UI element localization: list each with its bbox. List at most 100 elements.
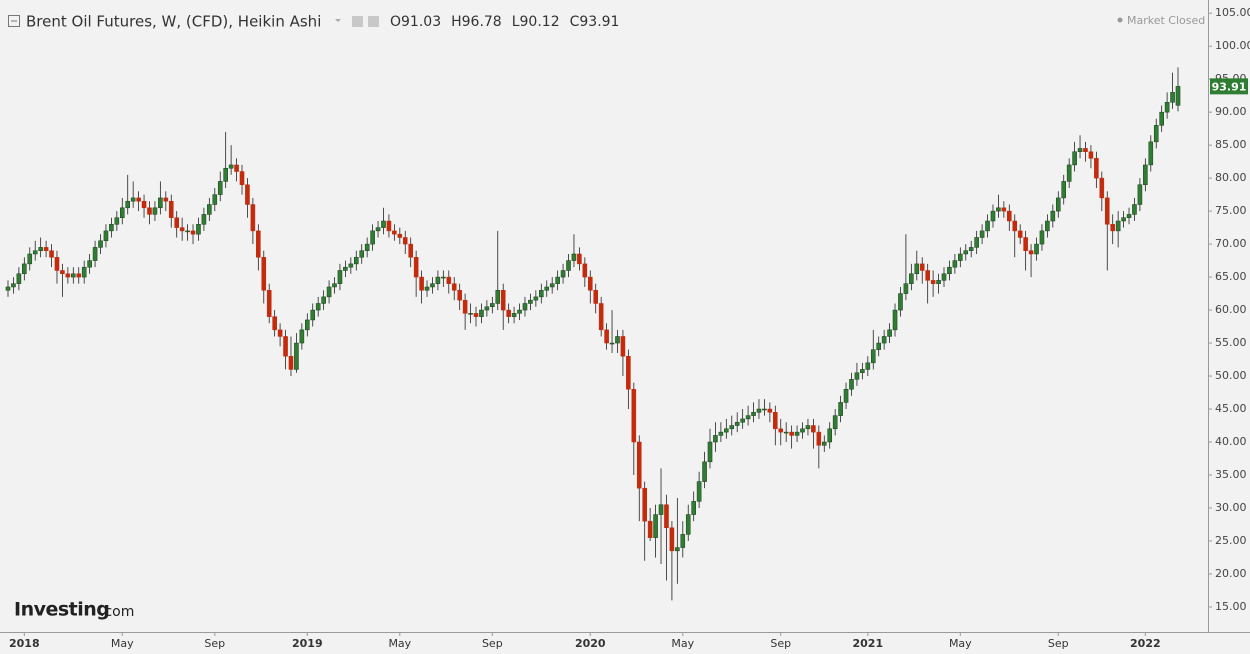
candle-body xyxy=(245,184,250,205)
settings-icon[interactable] xyxy=(368,16,379,27)
x-tick-label: Sep xyxy=(1048,637,1069,650)
candle-body xyxy=(337,270,343,284)
market-status: Market Closed xyxy=(1127,14,1205,27)
candle-body xyxy=(1132,204,1137,215)
candle-body xyxy=(626,355,631,390)
candle-body xyxy=(98,240,103,248)
candle-body xyxy=(294,342,299,370)
candle-body xyxy=(979,230,985,238)
candle-body xyxy=(642,487,647,522)
candle-body xyxy=(22,263,27,275)
ohlc-value: L90.12 xyxy=(512,14,560,30)
candle-body xyxy=(495,290,501,304)
candle-body xyxy=(228,164,234,169)
candle-body xyxy=(1001,207,1007,212)
candle-body xyxy=(577,253,582,265)
candle-body xyxy=(49,250,54,258)
candle-body xyxy=(158,197,163,209)
candle-body xyxy=(1007,210,1012,222)
x-tick-label: 2018 xyxy=(9,637,40,650)
candle-body xyxy=(647,520,653,538)
x-tick-label: 2022 xyxy=(1130,637,1161,650)
candle-body xyxy=(669,527,675,552)
y-tick-label: 40.00 xyxy=(1215,435,1247,448)
candle-body xyxy=(1175,86,1181,106)
candle-body xyxy=(620,336,626,357)
last-price-label: 93.91 xyxy=(1212,80,1247,93)
candle-body xyxy=(702,461,707,482)
candle-body xyxy=(310,309,316,321)
y-tick-label: 20.00 xyxy=(1215,567,1247,580)
candle-body xyxy=(914,263,920,275)
x-tick-label: Sep xyxy=(482,637,503,650)
x-tick-label: 2020 xyxy=(575,637,606,650)
candle-body xyxy=(571,253,577,261)
collapse-icon[interactable] xyxy=(8,15,20,27)
candle-body xyxy=(762,408,767,411)
candle-body xyxy=(451,283,457,291)
candle-body xyxy=(141,200,147,209)
candle-body xyxy=(288,355,294,370)
candle-body xyxy=(468,313,473,315)
candle-body xyxy=(1094,158,1099,179)
candle-body xyxy=(490,303,495,308)
candle-body xyxy=(544,286,550,291)
candle-body xyxy=(930,280,936,284)
x-tick-label: Sep xyxy=(204,637,225,650)
candle-body xyxy=(941,273,947,281)
candle-body xyxy=(147,207,152,215)
candle-body xyxy=(773,412,778,430)
ohlc-legend: O91.03 H96.78 L90.12 C93.91 xyxy=(390,14,619,30)
candle-body xyxy=(424,286,430,291)
candle-body xyxy=(1088,151,1094,159)
candle-body xyxy=(849,379,854,390)
candle-body xyxy=(832,415,838,430)
candle-body xyxy=(152,207,158,215)
candle-body xyxy=(234,164,239,172)
dropdown-icon[interactable] xyxy=(335,19,341,22)
candle-body xyxy=(381,220,386,228)
candle-body xyxy=(359,250,365,258)
candle-body xyxy=(811,425,816,433)
x-tick-label: 2021 xyxy=(853,637,884,650)
candle-body xyxy=(364,243,370,251)
candle-body xyxy=(718,431,724,436)
x-tick-label: Sep xyxy=(770,637,791,650)
candle-body xyxy=(555,276,560,284)
candle-body xyxy=(843,388,849,403)
candle-body xyxy=(707,441,713,463)
candle-body xyxy=(653,514,658,538)
candle-body xyxy=(163,197,169,202)
candle-body xyxy=(724,428,729,433)
candle-body xyxy=(522,303,528,311)
candle-body xyxy=(952,260,958,268)
candle-body xyxy=(1104,197,1110,225)
candle-body xyxy=(1039,230,1045,245)
candle-body xyxy=(800,428,805,433)
candle-body xyxy=(696,481,702,502)
y-tick-label: 75.00 xyxy=(1215,204,1247,217)
candle-body xyxy=(1045,220,1050,232)
candle-body xyxy=(462,299,468,314)
candle-body xyxy=(179,227,185,232)
candle-body xyxy=(1164,102,1170,113)
watermark-domain: .com xyxy=(100,604,134,620)
candle-body xyxy=(827,428,833,443)
candle-body xyxy=(615,336,620,344)
candle-body xyxy=(1121,217,1126,222)
ohlc-value: O91.03 xyxy=(390,14,441,30)
candle-body xyxy=(789,431,794,436)
candle-body xyxy=(751,412,756,416)
candle-body xyxy=(266,290,272,317)
candle-body xyxy=(207,204,212,215)
candle-body xyxy=(1023,237,1028,251)
y-tick-label: 25.00 xyxy=(1215,534,1247,547)
candle-body xyxy=(517,309,522,314)
candle-body xyxy=(936,280,941,284)
candle-body xyxy=(54,257,60,271)
candle-body xyxy=(375,227,381,232)
y-tick-label: 30.00 xyxy=(1215,501,1247,514)
eye-icon[interactable] xyxy=(352,16,363,27)
y-tick-label: 90.00 xyxy=(1215,105,1247,118)
x-tick-label: May xyxy=(111,637,134,650)
